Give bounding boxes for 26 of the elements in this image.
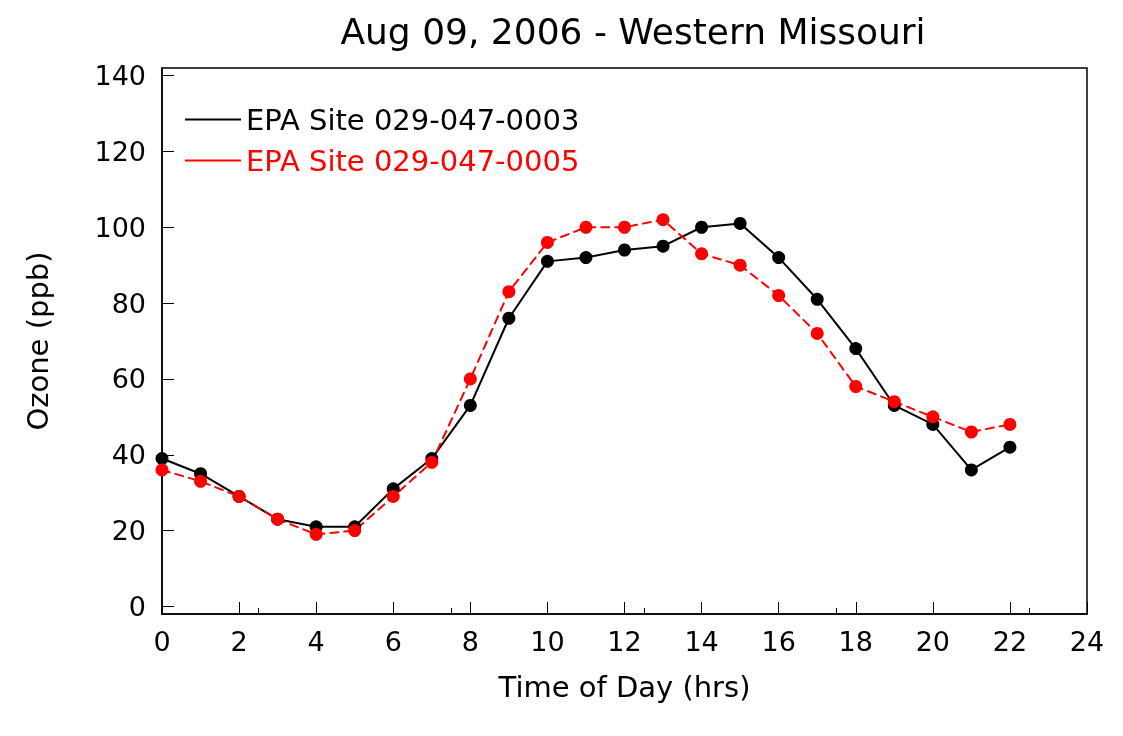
x-tick-label: 0 [153, 626, 171, 657]
legend-label: EPA Site 029-047-0003 [246, 102, 580, 137]
x-tick-label: 22 [992, 626, 1028, 657]
x-tick-label: 20 [915, 626, 951, 657]
x-tick-label: 24 [1069, 626, 1105, 657]
y-tick-label: 20 [111, 515, 146, 547]
y-tick-label: 80 [111, 287, 146, 319]
legend-label: EPA Site 029-047-0005 [246, 143, 580, 178]
x-tick-label: 18 [838, 626, 873, 657]
x-tick-label: 12 [607, 626, 642, 657]
y-tick-label: 140 [94, 60, 146, 92]
y-tick-label: 60 [111, 363, 146, 395]
x-tick-label: 10 [530, 626, 565, 657]
x-tick-label: 2 [230, 626, 248, 657]
y-axis-title: Ozone (ppb) [20, 251, 55, 431]
x-axis-title: Time of Day (hrs) [497, 669, 751, 704]
x-tick-label: 8 [461, 626, 479, 657]
x-tick-label: 4 [307, 626, 325, 657]
x-tick-label: 14 [684, 626, 719, 657]
x-tick-label: 6 [384, 626, 402, 657]
y-tick-label: 0 [128, 590, 146, 622]
chart-title: Aug 09, 2006 - Western Missouri [340, 10, 926, 52]
y-tick-label: 120 [94, 135, 146, 167]
y-tick-label: 100 [94, 211, 146, 243]
x-tick-label: 16 [761, 626, 796, 657]
y-tick-label: 40 [111, 439, 146, 471]
